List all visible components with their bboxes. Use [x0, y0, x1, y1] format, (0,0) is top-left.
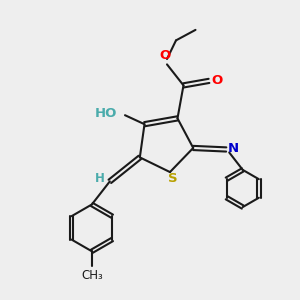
Text: CH₃: CH₃	[81, 269, 103, 282]
Text: H: H	[94, 172, 104, 185]
Text: S: S	[167, 172, 177, 185]
Text: O: O	[160, 49, 171, 62]
Text: HO: HO	[95, 107, 118, 120]
Text: O: O	[212, 74, 223, 87]
Text: N: N	[227, 142, 239, 155]
